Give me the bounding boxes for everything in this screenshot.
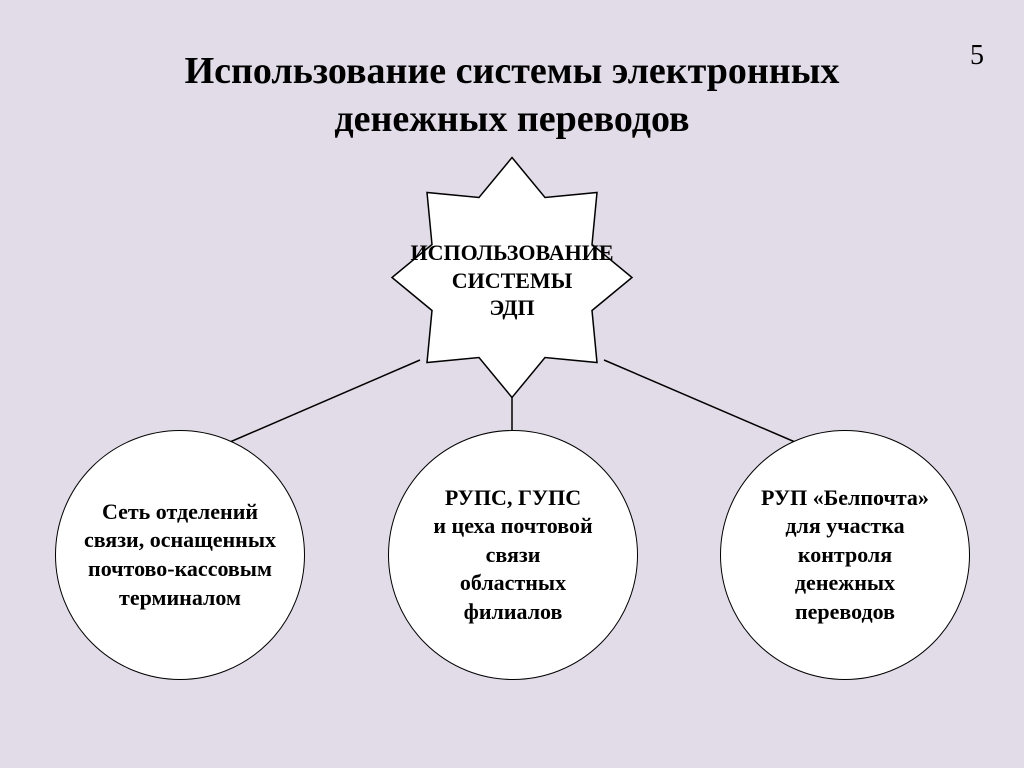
title-line-2: денежных переводов <box>334 98 689 140</box>
title-line-1: Использование системы электронных <box>185 50 840 92</box>
child-node-1: Сеть отделений связи, оснащенных почтово… <box>55 430 305 680</box>
child-3-l5: переводов <box>795 599 895 624</box>
child-1-l3: почтово-кассовым <box>88 556 272 581</box>
page-number: 5 <box>970 40 984 72</box>
child-2-l2: и цеха почтовой <box>433 513 592 538</box>
child-3-l3: контроля <box>798 542 892 567</box>
child-node-3: РУП «Белпочта» для участка контроля дене… <box>720 430 970 680</box>
child-3-l1: РУП «Белпочта» <box>761 485 929 510</box>
child-1-l1: Сеть отделений <box>102 499 258 524</box>
child-2-l5: филиалов <box>464 599 563 624</box>
child-1-l4: терминалом <box>119 585 241 610</box>
root-label-l3: ЭДП <box>489 295 534 320</box>
root-label-l2: СИСТЕМЫ <box>452 267 573 292</box>
child-3-l4: денежных <box>795 570 895 595</box>
root-label: ИСПОЛЬЗОВАНИЕ СИСТЕМЫ ЭДП <box>402 239 622 322</box>
root-label-l1: ИСПОЛЬЗОВАНИЕ <box>410 240 613 265</box>
child-2-l1: РУПС, ГУПС <box>445 485 581 510</box>
child-2-l4: областных <box>460 570 566 595</box>
child-2-l3: связи <box>486 542 541 567</box>
child-1-l2: связи, оснащенных <box>84 527 276 552</box>
child-node-2: РУПС, ГУПС и цеха почтовой связи областн… <box>388 430 638 680</box>
page-title: Использование системы электронных денежн… <box>0 0 1024 143</box>
child-3-l2: для участка <box>785 513 904 538</box>
